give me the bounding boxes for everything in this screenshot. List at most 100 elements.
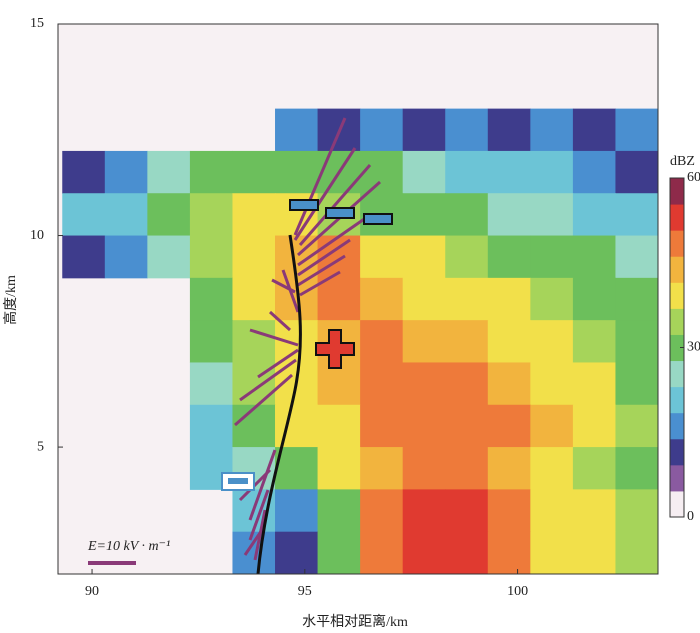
- heatmap-cell: [572, 447, 616, 490]
- heatmap-cell: [317, 404, 361, 448]
- heatmap-cell: [615, 404, 659, 448]
- heatmap-cell: [445, 320, 489, 363]
- heatmap-cell: [402, 150, 446, 194]
- heatmap-cell: [360, 362, 404, 406]
- heatmap-cell: [189, 235, 233, 279]
- heatmap-cell: [530, 320, 574, 363]
- colorbar-segment: [670, 386, 684, 414]
- heatmap-cell: [487, 277, 531, 321]
- heatmap-cell: [530, 235, 574, 279]
- heatmap-cell: [530, 108, 574, 152]
- colorbar-segment: [670, 334, 684, 362]
- y-tick-label: 5: [37, 439, 44, 454]
- heatmap-cell: [317, 362, 361, 406]
- heatmap-cell: [232, 193, 276, 237]
- colorbar-segment: [670, 178, 684, 205]
- heatmap-cell: [275, 404, 319, 448]
- heatmap-cell: [360, 320, 404, 363]
- heatmap-cell: [402, 235, 446, 279]
- heatmap-cell: [487, 531, 531, 575]
- heatmap-cell: [445, 362, 489, 406]
- heatmap-cell: [232, 235, 276, 279]
- heatmap-cell: [572, 404, 616, 448]
- heatmap-cell: [615, 277, 659, 321]
- heatmap-cell: [275, 108, 319, 152]
- heatmap-cell: [530, 489, 574, 533]
- colorbar-segment: [670, 412, 684, 440]
- heatmap-cell: [317, 489, 361, 533]
- heatmap-cell: [530, 150, 574, 194]
- heatmap-cell: [147, 235, 191, 279]
- heatmap-cell: [275, 447, 319, 490]
- heatmap-cell: [487, 150, 531, 194]
- heatmap-cell: [487, 108, 531, 152]
- colorbar-segment: [670, 282, 684, 309]
- x-tick-label: 90: [85, 584, 99, 599]
- heatmap-cell: [487, 447, 531, 490]
- heatmap-cell: [487, 320, 531, 363]
- x-axis-label: 水平相对距离/km: [302, 613, 408, 630]
- heatmap-cell: [360, 108, 404, 152]
- heatmap-cell: [530, 404, 574, 448]
- heatmap-cell: [445, 531, 489, 575]
- heatmap-cell: [487, 489, 531, 533]
- heatmap-cell: [189, 277, 233, 321]
- heatmap-cell: [402, 447, 446, 490]
- heatmap-cell: [104, 193, 148, 237]
- marker-box: [325, 207, 355, 219]
- heatmap-cell: [572, 108, 616, 152]
- heatmap-cell: [445, 277, 489, 321]
- heatmap-cell: [232, 404, 276, 448]
- heatmap-cell: [445, 404, 489, 448]
- heatmap-cell: [62, 150, 106, 194]
- heatmap-cell: [445, 235, 489, 279]
- heatmap-cell: [572, 362, 616, 406]
- heatmap-cell: [530, 193, 574, 237]
- heatmap-cell: [402, 108, 446, 152]
- heatmap-cell: [62, 193, 106, 237]
- marker-box: [289, 199, 319, 211]
- x-tick-label: 95: [298, 584, 312, 599]
- plot-frame: [57, 23, 659, 575]
- colorbar-label: dBZ: [670, 154, 695, 169]
- heatmap-cell: [317, 447, 361, 490]
- heatmap-cell: [402, 531, 446, 575]
- heatmap-cell: [317, 531, 361, 575]
- heatmap-cell: [189, 362, 233, 406]
- colorbar-segment: [670, 204, 684, 231]
- heatmap-cell: [275, 531, 319, 575]
- heatmap-cell: [189, 193, 233, 237]
- heatmap-cell: [572, 277, 616, 321]
- heatmap-cell: [275, 150, 319, 194]
- heatmap-cell: [402, 404, 446, 448]
- colorbar-tick-label: 30: [687, 340, 700, 355]
- marker-box: [363, 213, 393, 225]
- colorbar-segment: [670, 308, 684, 335]
- heatmap-cell: [445, 193, 489, 237]
- heatmap-cell: [445, 150, 489, 194]
- heatmap-cell: [360, 489, 404, 533]
- heatmap-cell: [487, 362, 531, 406]
- heatmap-cell: [147, 150, 191, 194]
- colorbar-tick-label: 60: [687, 170, 700, 185]
- heatmap-cell: [487, 193, 531, 237]
- heatmap-cell: [615, 108, 659, 152]
- heatmap-cell: [104, 235, 148, 279]
- plus-marker: [317, 344, 353, 354]
- heatmap-cell: [615, 150, 659, 194]
- heatmap-cell: [445, 447, 489, 490]
- heatmap: [62, 108, 659, 575]
- heatmap-cell: [275, 489, 319, 533]
- overlay: [88, 117, 393, 575]
- heatmap-cell: [62, 235, 106, 279]
- heatmap-cell: [275, 320, 319, 363]
- heatmap-cell: [615, 489, 659, 533]
- heatmap-cell: [445, 489, 489, 533]
- colorbar-segment: [670, 360, 684, 388]
- heatmap-cell: [232, 531, 276, 575]
- heatmap-cell: [445, 108, 489, 152]
- heatmap-cell: [189, 150, 233, 194]
- heatmap-cell: [615, 362, 659, 406]
- heatmap-cell: [615, 531, 659, 575]
